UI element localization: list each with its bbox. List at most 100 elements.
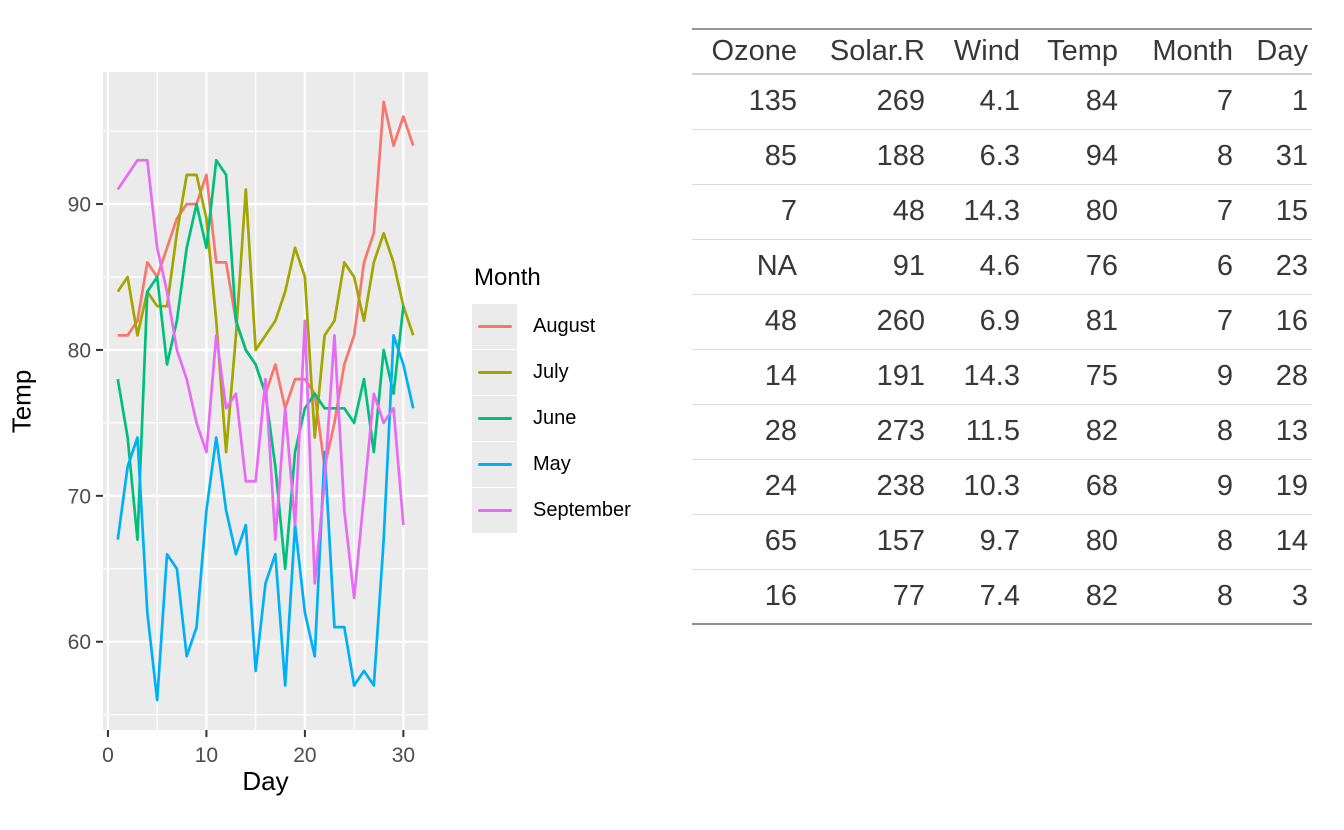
cell-ozone: 48 (764, 305, 797, 337)
y-tick-label: 90 (68, 194, 91, 217)
table-row: 28 273 11.5 82 8 13 (692, 404, 1312, 459)
cell-temp: 80 (1085, 195, 1118, 227)
cell-temp: 76 (1085, 250, 1118, 282)
cell-month: 8 (1216, 415, 1233, 447)
y-tick-label: 70 (68, 485, 91, 508)
legend-label: July (533, 361, 569, 383)
cell-wind: 6.9 (979, 305, 1020, 337)
cell-day: 14 (1275, 525, 1308, 557)
legend-entry-june: June (472, 396, 631, 441)
legend-key-august (472, 304, 517, 349)
x-tick-label: 30 (392, 744, 415, 767)
line-september (116, 158, 405, 600)
legend-entry-august: August (472, 304, 631, 349)
legend-line-swatch (477, 371, 512, 374)
legend-key-september (472, 488, 517, 533)
column-header-ozone: Ozone (711, 35, 797, 67)
cell-month: 7 (1216, 305, 1233, 337)
cell-ozone: 24 (764, 470, 797, 502)
cell-day: 23 (1275, 250, 1308, 282)
y-axis-title: Temp (2, 72, 42, 730)
cell-ozone: 28 (764, 415, 797, 447)
line-may (116, 333, 415, 702)
cell-day: 1 (1291, 85, 1308, 118)
column-header-wind: Wind (953, 35, 1020, 67)
cell-wind: 6.3 (979, 140, 1020, 172)
cell-wind: 4.6 (979, 250, 1020, 282)
line-july (116, 173, 415, 454)
cell-solar-r: 269 (876, 85, 925, 118)
cell-month: 9 (1216, 360, 1233, 392)
cell-ozone: 85 (764, 140, 797, 172)
legend-key-may (472, 442, 517, 487)
cell-ozone: 135 (748, 85, 797, 118)
cell-day: 3 (1291, 579, 1308, 612)
cell-temp: 81 (1085, 305, 1118, 337)
cell-ozone: 7 (780, 195, 797, 227)
cell-solar-r: 273 (876, 415, 925, 447)
cell-month: 8 (1216, 579, 1233, 612)
cell-temp: 68 (1085, 470, 1118, 502)
cell-wind: 14.3 (963, 195, 1020, 227)
legend-entries: August July June May September (472, 304, 631, 533)
cell-month: 6 (1216, 250, 1233, 282)
legend-entry-may: May (472, 442, 631, 487)
cell-temp: 82 (1085, 415, 1118, 447)
cell-solar-r: 77 (892, 579, 925, 612)
table-row: 85 188 6.3 94 8 31 (692, 129, 1312, 184)
cell-solar-r: 238 (876, 470, 925, 502)
cell-solar-r: 188 (876, 140, 925, 172)
cell-wind: 4.1 (979, 85, 1020, 118)
cell-day: 19 (1275, 470, 1308, 502)
cell-temp: 94 (1085, 140, 1118, 172)
cell-ozone: 14 (764, 360, 797, 392)
line-june (116, 158, 405, 571)
cell-temp: 82 (1085, 579, 1118, 612)
cell-wind: 9.7 (979, 525, 1020, 557)
cell-ozone: 16 (764, 579, 797, 612)
legend-line-swatch (477, 417, 512, 420)
airquality-sample-table: Ozone Solar.R Wind Temp Month Day 135 269 4.1 84… (692, 28, 1312, 625)
cell-month: 9 (1216, 470, 1233, 502)
table-row: 48 260 6.9 81 7 16 (692, 294, 1312, 349)
cell-month: 8 (1216, 140, 1233, 172)
cell-day: 31 (1275, 140, 1308, 172)
x-axis-title: Day (242, 766, 289, 796)
legend-label: September (533, 499, 631, 521)
cell-month: 8 (1216, 525, 1233, 557)
x-tick-label: 20 (293, 744, 316, 767)
legend-key-june (472, 396, 517, 441)
cell-solar-r: 157 (876, 525, 925, 557)
cell-ozone: NA (756, 250, 797, 282)
y-tick-label: 60 (68, 631, 91, 654)
cell-solar-r: 48 (892, 195, 925, 227)
cell-temp: 84 (1085, 85, 1118, 118)
cell-wind: 7.4 (979, 579, 1020, 612)
legend-key-july (472, 350, 517, 395)
table-row: 65 157 9.7 80 8 14 (692, 514, 1312, 569)
cell-day: 13 (1275, 415, 1308, 447)
cell-day: 28 (1275, 360, 1308, 392)
y-tick-label: 80 (68, 339, 91, 362)
legend-label: August (533, 315, 596, 337)
table-row: 16 77 7.4 82 8 3 (692, 569, 1312, 624)
chart-plot-area: 0 10 20 30 60 70 80 90 (68, 72, 428, 767)
table-row: 7 48 14.3 80 7 15 (692, 184, 1312, 239)
cell-month: 7 (1216, 195, 1233, 227)
cell-month: 7 (1216, 85, 1233, 118)
column-header-month: Month (1152, 35, 1233, 67)
table-row: 24 238 10.3 68 9 19 (692, 459, 1312, 514)
legend-label: June (533, 407, 577, 429)
column-header-solar-r: Solar.R (829, 35, 925, 67)
cell-temp: 75 (1085, 360, 1118, 392)
cell-solar-r: 91 (892, 250, 925, 282)
legend-label: May (533, 453, 571, 475)
table-row: 14 191 14.3 75 9 28 (692, 349, 1312, 404)
legend-line-swatch (477, 325, 512, 328)
legend-line-swatch (477, 509, 512, 512)
table-row: 135 269 4.1 84 7 1 (692, 74, 1312, 129)
cell-wind: 10.3 (963, 470, 1020, 502)
legend-title: Month (474, 264, 541, 291)
x-tick-label: 0 (102, 744, 114, 767)
